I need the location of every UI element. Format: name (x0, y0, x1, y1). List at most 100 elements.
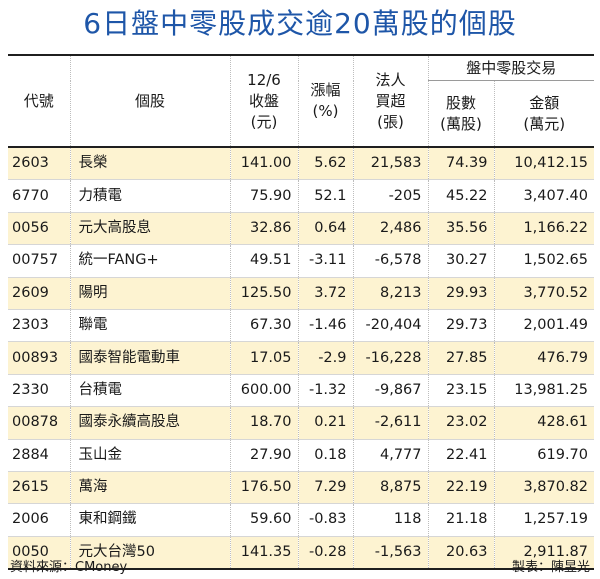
cell-institutional: -9,867 (352, 374, 428, 408)
cell-name: 統一FANG+ (69, 244, 230, 278)
table-row: 2884 玉山金 27.90 0.18 4,777 22.41 619.70 (8, 439, 595, 472)
cell-code: 2609 (8, 277, 70, 310)
cell-close: 600.00 (229, 374, 298, 408)
cell-change: 5.62 (297, 147, 353, 181)
header-shares-line: 股數 (445, 93, 476, 112)
cell-change: 7.29 (297, 471, 353, 505)
header-close-line: 12/6 (247, 70, 281, 89)
table-row: 2006 東和鋼鐵 59.60 -0.83 118 21.18 1,257.19 (8, 503, 595, 537)
cell-institutional: -20,404 (352, 309, 428, 343)
header-amount: 金額 (萬元) (493, 80, 595, 149)
table-row: 0056 元大高股息 32.86 0.64 2,486 35.56 1,166.… (8, 212, 595, 246)
cell-shares: 35.56 (427, 212, 494, 246)
cell-code: 6770 (8, 179, 70, 213)
cell-amount: 1,502.65 (493, 244, 595, 278)
cell-amount: 3,770.52 (493, 277, 595, 310)
cell-amount: 1,257.19 (493, 503, 595, 537)
cell-change: 3.72 (297, 277, 353, 310)
cell-institutional: 8,875 (352, 471, 428, 505)
stock-table: 代號 個股 12/6 收盤 (元) 漲幅 (%) 法人 買超 (張) 盤中零股交… (8, 54, 595, 571)
cell-shares: 20.63 (427, 536, 494, 571)
header-institutional-line: (張) (377, 112, 404, 131)
table-row: 6770 力積電 75.90 52.1 -205 45.22 3,407.40 (8, 179, 595, 213)
cell-institutional: -205 (352, 179, 428, 213)
cell-name: 東和鋼鐵 (69, 503, 230, 537)
cell-institutional: 21,583 (352, 147, 428, 181)
table-row: 2609 陽明 125.50 3.72 8,213 29.93 3,770.52 (8, 277, 595, 310)
cell-institutional: 118 (352, 503, 428, 537)
table-row: 00878 國泰永續高股息 18.70 0.21 -2,611 23.02 42… (8, 406, 595, 440)
header-amount-line: 金額 (529, 93, 560, 112)
cell-amount: 428.61 (493, 406, 595, 440)
cell-name: 國泰永續高股息 (69, 406, 230, 440)
cell-change: -3.11 (297, 244, 353, 278)
cell-close: 67.30 (229, 309, 298, 343)
cell-name: 玉山金 (69, 439, 230, 472)
cell-code: 00757 (8, 244, 70, 278)
header-close-line: 收盤 (248, 91, 279, 110)
cell-institutional: 2,486 (352, 212, 428, 246)
cell-code: 2615 (8, 471, 70, 505)
cell-change: 0.18 (297, 439, 353, 472)
cell-amount: 10,412.15 (493, 147, 595, 181)
source-note: 資料來源：CMoney (10, 560, 128, 575)
cell-close: 75.90 (229, 179, 298, 213)
cell-institutional: 4,777 (352, 439, 428, 472)
header-change-line: (%) (312, 102, 339, 120)
cell-name: 元大台灣50 (69, 536, 230, 571)
cell-close: 141.35 (229, 536, 298, 571)
cell-close: 49.51 (229, 244, 298, 278)
header-shares-line: (萬股) (440, 114, 482, 133)
cell-code: 2603 (8, 147, 70, 181)
cell-change: 52.1 (297, 179, 353, 213)
cell-code: 2884 (8, 439, 70, 472)
cell-shares: 74.39 (427, 147, 494, 181)
table-row: 2615 萬海 176.50 7.29 8,875 22.19 3,870.82 (8, 471, 595, 505)
cell-close: 59.60 (229, 503, 298, 537)
table-body: 2603 長榮 141.00 5.62 21,583 74.39 10,412.… (8, 147, 595, 571)
cell-code: 00893 (8, 341, 70, 375)
cell-institutional: -2,611 (352, 406, 428, 440)
table-row: 0050 元大台灣50 141.35 -0.28 -1,563 20.63 2,… (8, 536, 595, 571)
header-code: 代號 (8, 54, 70, 148)
cell-shares: 29.73 (427, 309, 494, 343)
cell-change: -0.83 (297, 503, 353, 537)
cell-change: -1.46 (297, 309, 353, 343)
table-row: 2330 台積電 600.00 -1.32 -9,867 23.15 13,98… (8, 374, 595, 408)
cell-name: 陽明 (69, 277, 230, 310)
cell-shares: 30.27 (427, 244, 494, 278)
cell-close: 17.05 (229, 341, 298, 375)
table-row: 2603 長榮 141.00 5.62 21,583 74.39 10,412.… (8, 147, 595, 181)
cell-close: 18.70 (229, 406, 298, 440)
cell-institutional: -6,578 (352, 244, 428, 278)
cell-close: 176.50 (229, 471, 298, 505)
cell-change: 0.64 (297, 212, 353, 246)
header-change: 漲幅 (%) (297, 54, 353, 148)
cell-name: 台積電 (69, 374, 230, 408)
cell-code: 0056 (8, 212, 70, 246)
cell-name: 長榮 (69, 147, 230, 181)
header-institutional: 法人 買超 (張) (352, 54, 428, 148)
cell-code: 0050 (8, 536, 70, 571)
cell-name: 元大高股息 (69, 212, 230, 246)
header-close: 12/6 收盤 (元) (229, 54, 298, 148)
cell-name: 萬海 (69, 471, 230, 505)
header-name: 個股 (69, 54, 230, 148)
cell-name: 聯電 (69, 309, 230, 343)
cell-shares: 27.85 (427, 341, 494, 375)
cell-code: 2006 (8, 503, 70, 537)
credit-note: 製表：陳昱光 (511, 560, 590, 575)
cell-close: 141.00 (229, 147, 298, 181)
header-institutional-line: 買超 (375, 91, 406, 110)
cell-close: 125.50 (229, 277, 298, 310)
table-row: 00893 國泰智能電動車 17.05 -2.9 -16,228 27.85 4… (8, 341, 595, 375)
cell-amount: 476.79 (493, 341, 595, 375)
cell-amount: 13,981.25 (493, 374, 595, 408)
table-row: 00757 統一FANG+ 49.51 -3.11 -6,578 30.27 1… (8, 244, 595, 278)
cell-change: 0.21 (297, 406, 353, 440)
cell-change: -0.28 (297, 536, 353, 571)
cell-amount: 1,166.22 (493, 212, 595, 246)
cell-close: 32.86 (229, 212, 298, 246)
header-amount-line: (萬元) (523, 114, 566, 133)
header-shares: 股數 (萬股) (427, 80, 494, 149)
